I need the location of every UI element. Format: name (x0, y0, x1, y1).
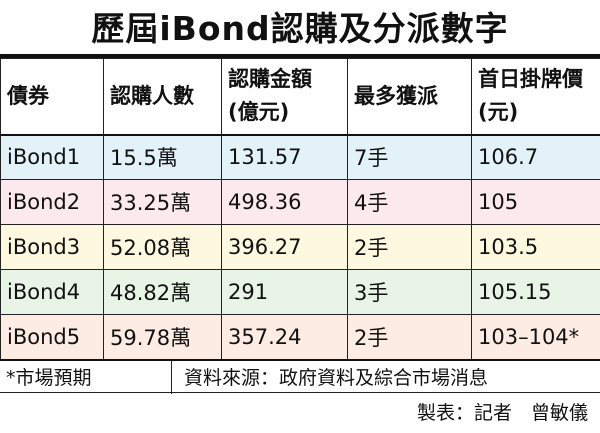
cell-max-allotment: 2手 (347, 314, 472, 360)
market-expectation-note: *市場預期 (0, 361, 172, 394)
cell-first-day-price: 103–104* (471, 314, 600, 360)
cell-bond: iBond4 (0, 269, 104, 315)
cell-subscribers: 52.08萬 (103, 224, 222, 270)
cell-amount: 131.57 (221, 134, 348, 180)
header-max-allotment: 最多獲派 (347, 58, 472, 136)
table-title: 歷屆iBond認購及分派數字 (0, 0, 600, 58)
cell-first-day-price: 106.7 (471, 134, 600, 180)
header-bond: 債券 (0, 58, 104, 136)
cell-subscribers: 33.25萬 (103, 179, 222, 225)
footer-notes: *市場預期 資料來源：政府資料及綜合市場消息 (0, 359, 600, 394)
table-credit: 製表：記者 曾敏儀 (416, 402, 588, 424)
cell-subscribers: 59.78萬 (103, 314, 222, 360)
data-source: 資料來源：政府資料及綜合市場消息 (184, 367, 489, 389)
ibond-data-table: 債券 認購人數 認購金額 (億元) 最多獲派 首日掛牌價 (元) (0, 58, 600, 360)
cell-subscribers: 48.82萬 (103, 269, 222, 315)
header-first-day-price: 首日掛牌價 (元) (471, 58, 600, 136)
cell-bond: iBond2 (0, 179, 104, 225)
cell-max-allotment: 3手 (347, 269, 472, 315)
cell-max-allotment: 4手 (347, 179, 472, 225)
cell-max-allotment: 7手 (347, 134, 472, 180)
header-subscription-amount: 認購金額 (億元) (221, 58, 348, 136)
header-subscribers: 認購人數 (103, 58, 222, 136)
cell-bond: iBond3 (0, 224, 104, 270)
cell-amount: 291 (221, 269, 348, 315)
cell-amount: 498.36 (221, 179, 348, 225)
cell-subscribers: 15.5萬 (103, 134, 222, 180)
cell-bond: iBond1 (0, 134, 104, 180)
cell-first-day-price: 105.15 (471, 269, 600, 315)
cell-bond: iBond5 (0, 314, 104, 360)
cell-max-allotment: 2手 (347, 224, 472, 270)
cell-amount: 396.27 (221, 224, 348, 270)
cell-first-day-price: 103.5 (471, 224, 600, 270)
cell-amount: 357.24 (221, 314, 348, 360)
table-row: iBond2 33.25萬 498.36 4手 105 (0, 179, 600, 225)
table-row: iBond4 48.82萬 291 3手 105.15 (0, 269, 600, 315)
table-row: iBond5 59.78萬 357.24 2手 103–104* (0, 314, 600, 360)
header-row: 債券 認購人數 認購金額 (億元) 最多獲派 首日掛牌價 (元) (0, 58, 600, 136)
table-row: iBond1 15.5萬 131.57 7手 106.7 (0, 134, 600, 180)
cell-first-day-price: 105 (471, 179, 600, 225)
table-row: iBond3 52.08萬 396.27 2手 103.5 (0, 224, 600, 270)
